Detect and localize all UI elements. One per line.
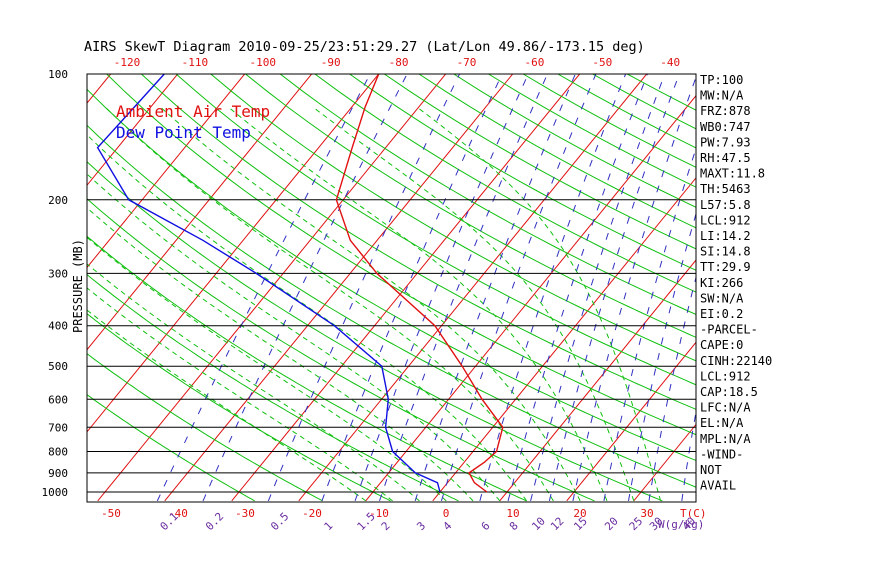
bottom-temp-tick-label: -20 xyxy=(302,507,322,520)
top-temp-tick-label: -90 xyxy=(321,56,341,69)
y-axis-label: PRESSURE (MB) xyxy=(71,239,85,333)
top-temp-tick-label: -80 xyxy=(389,56,409,69)
index-entry: LFC:N/A xyxy=(700,401,751,415)
top-temp-tick-label: -40 xyxy=(660,56,680,69)
bottom-temp-tick-label: -50 xyxy=(101,507,121,520)
index-entry: -WIND- xyxy=(700,447,743,461)
pressure-tick-label: 900 xyxy=(48,467,68,480)
top-temp-tick-label: -60 xyxy=(524,56,544,69)
pressure-tick-label: 200 xyxy=(48,194,68,207)
index-entry: MW:N/A xyxy=(700,89,744,103)
legend-dew-point-temp: Dew Point Temp xyxy=(116,123,251,142)
pressure-tick-label: 1000 xyxy=(42,486,69,499)
index-entry: KI:266 xyxy=(700,276,743,290)
index-entry: FRZ:878 xyxy=(700,104,751,118)
top-temp-tick-label: -110 xyxy=(182,56,209,69)
index-entry: SI:14.8 xyxy=(700,245,751,259)
index-entry: PW:7.93 xyxy=(700,135,751,149)
index-entry: LI:14.2 xyxy=(700,229,751,243)
chart-title: AIRS SkewT Diagram 2010-09-25/23:51:29.2… xyxy=(84,39,645,55)
index-entry: TT:29.9 xyxy=(700,260,751,274)
pressure-tick-label: 400 xyxy=(48,320,68,333)
index-entry: LCL:912 xyxy=(700,369,751,383)
index-entry: RH:47.5 xyxy=(700,151,751,165)
index-entry: CINH:22140 xyxy=(700,354,772,368)
pressure-tick-label: 500 xyxy=(48,360,68,373)
index-entry: NOT xyxy=(700,463,722,477)
index-entry: SW:N/A xyxy=(700,291,744,305)
index-entry: MAXT:11.8 xyxy=(700,167,765,181)
index-entry: CAP:18.5 xyxy=(700,385,758,399)
legend-ambient-air-temp: Ambient Air Temp xyxy=(116,102,270,121)
index-entry: AVAIL xyxy=(700,479,736,493)
pressure-tick-label: 800 xyxy=(48,446,68,459)
bottom-temp-tick-label: 10 xyxy=(506,507,519,520)
index-entry: TP:100 xyxy=(700,73,743,87)
bottom-temp-tick-label: 0 xyxy=(443,507,450,520)
index-entry: MPL:N/A xyxy=(700,432,751,446)
pressure-tick-label: 100 xyxy=(48,68,68,81)
top-temp-tick-label: -100 xyxy=(250,56,277,69)
index-entry: -PARCEL- xyxy=(700,323,758,337)
pressure-tick-label: 300 xyxy=(48,267,68,280)
index-entry: LCL:912 xyxy=(700,213,751,227)
top-temp-tick-label: -120 xyxy=(114,56,141,69)
bottom-temp-tick-label: -30 xyxy=(235,507,255,520)
index-entry: EL:N/A xyxy=(700,416,744,430)
index-entry: EI:0.2 xyxy=(700,307,743,321)
pressure-tick-label: 700 xyxy=(48,421,68,434)
mixing-units-label: W(g/kg) xyxy=(658,518,704,531)
index-entry: CAPE:0 xyxy=(700,338,743,352)
index-entry: L57:5.8 xyxy=(700,198,751,212)
top-temp-tick-label: -70 xyxy=(457,56,477,69)
index-entry: WB0:747 xyxy=(700,120,751,134)
pressure-tick-label: 600 xyxy=(48,393,68,406)
top-temp-tick-label: -50 xyxy=(592,56,612,69)
index-entry: TH:5463 xyxy=(700,182,751,196)
